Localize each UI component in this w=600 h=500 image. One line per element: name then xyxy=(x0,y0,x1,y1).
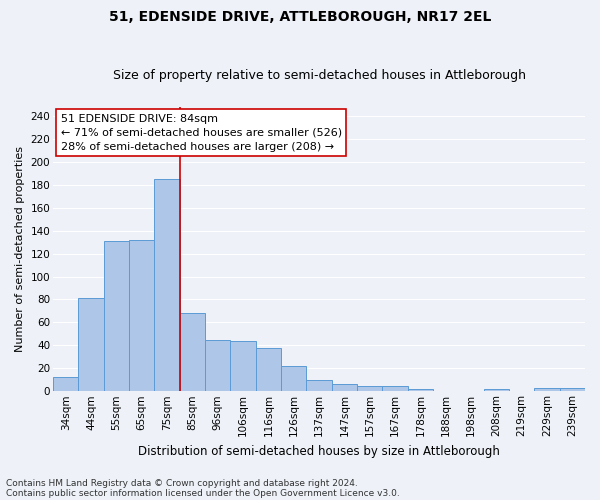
Bar xyxy=(484,389,509,392)
Text: 51, EDENSIDE DRIVE, ATTLEBOROUGH, NR17 2EL: 51, EDENSIDE DRIVE, ATTLEBOROUGH, NR17 2… xyxy=(109,10,491,24)
Bar xyxy=(357,386,382,392)
Bar xyxy=(535,388,560,392)
Text: 51 EDENSIDE DRIVE: 84sqm
← 71% of semi-detached houses are smaller (526)
28% of : 51 EDENSIDE DRIVE: 84sqm ← 71% of semi-d… xyxy=(61,114,342,152)
Bar xyxy=(129,240,154,392)
Bar xyxy=(256,348,281,392)
Y-axis label: Number of semi-detached properties: Number of semi-detached properties xyxy=(15,146,25,352)
Bar xyxy=(560,388,585,392)
Bar xyxy=(53,378,79,392)
Bar xyxy=(79,298,104,392)
Bar xyxy=(281,366,307,392)
Text: Contains HM Land Registry data © Crown copyright and database right 2024.: Contains HM Land Registry data © Crown c… xyxy=(6,478,358,488)
Bar xyxy=(407,389,433,392)
X-axis label: Distribution of semi-detached houses by size in Attleborough: Distribution of semi-detached houses by … xyxy=(138,444,500,458)
Text: Contains public sector information licensed under the Open Government Licence v3: Contains public sector information licen… xyxy=(6,488,400,498)
Bar xyxy=(332,384,357,392)
Bar xyxy=(104,241,129,392)
Bar xyxy=(154,179,180,392)
Bar xyxy=(307,380,332,392)
Title: Size of property relative to semi-detached houses in Attleborough: Size of property relative to semi-detach… xyxy=(113,69,526,82)
Bar xyxy=(180,314,205,392)
Bar xyxy=(382,386,407,392)
Bar xyxy=(205,340,230,392)
Bar xyxy=(230,341,256,392)
